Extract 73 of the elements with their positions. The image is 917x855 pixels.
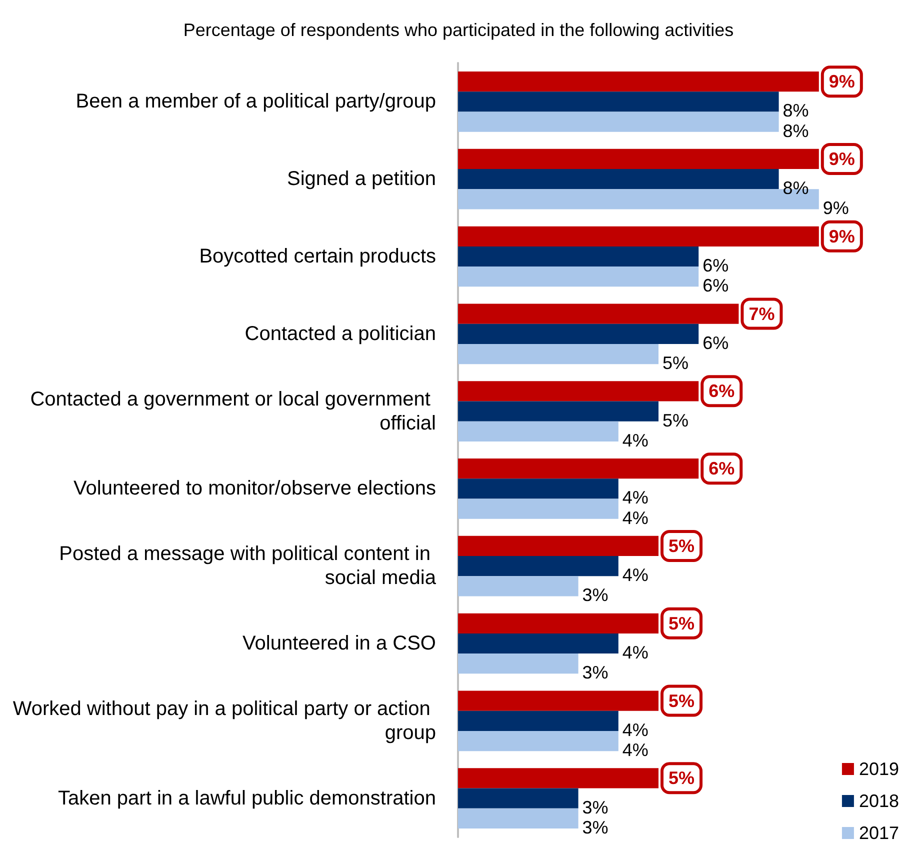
data-label: 4% — [622, 508, 648, 528]
bar — [458, 226, 819, 246]
data-label: 6% — [702, 256, 729, 276]
data-label: 3% — [582, 585, 608, 606]
data-label: 5% — [668, 536, 695, 556]
bar — [458, 654, 578, 674]
bar — [458, 613, 658, 634]
data-label: 9% — [828, 148, 855, 169]
bar — [458, 112, 779, 132]
bar — [458, 344, 658, 364]
legend-label: 2018 — [858, 791, 900, 811]
data-label: 5% — [662, 410, 689, 430]
y-tick-label: Taken part in a lawful public demonstration — [58, 787, 436, 810]
data-label: 3% — [582, 817, 608, 838]
data-label: 3% — [582, 797, 608, 818]
bar — [458, 690, 658, 711]
data-label: 4% — [622, 740, 648, 760]
data-label: 4% — [622, 720, 648, 740]
y-tick-label: Signed a petition — [286, 168, 436, 190]
y-tick-label: Volunteered in a CSO — [242, 632, 436, 654]
data-label: 4% — [622, 488, 648, 508]
data-label: 9% — [822, 198, 849, 218]
bar — [458, 536, 658, 556]
y-tick-label: Posted a message with political content in social media — [59, 543, 437, 590]
y-tick-label: Contacted a politician — [244, 322, 436, 345]
bar — [458, 808, 578, 828]
y-tick-label: Boycotted certain products — [199, 246, 436, 268]
y-tick-label: Contacted a government or local government official — [30, 388, 436, 434]
bar — [458, 730, 618, 752]
data-label: 6% — [702, 332, 729, 353]
data-label: 8% — [782, 120, 809, 141]
bar — [458, 304, 739, 324]
data-label: 9% — [828, 226, 855, 246]
bar — [458, 421, 618, 442]
bar — [458, 556, 618, 576]
bar — [458, 633, 618, 654]
data-label: 7% — [748, 304, 775, 324]
y-tick-label: Been a member of a political party/group — [76, 90, 436, 113]
bar — [458, 478, 618, 499]
data-label: 6% — [708, 381, 735, 402]
data-label: 3% — [582, 662, 608, 683]
bar — [458, 148, 819, 170]
bar — [458, 576, 578, 596]
bar — [458, 266, 699, 287]
data-label: 4% — [622, 565, 648, 586]
legend-label: 2019 — [858, 759, 900, 779]
bar — [458, 92, 779, 112]
bar — [458, 324, 699, 344]
data-label: 9% — [828, 72, 855, 92]
bar — [458, 788, 578, 808]
data-label: 6% — [708, 458, 735, 479]
data-label: 5% — [668, 768, 695, 788]
y-tick-label: Volunteered to monitor/observe elections — [74, 478, 436, 500]
data-label: 6% — [702, 276, 729, 296]
chart-title: Percentage of respondents who participated in the following activities — [183, 20, 734, 40]
bar — [458, 710, 618, 731]
data-label: 5% — [668, 690, 695, 711]
bar — [458, 381, 699, 402]
bar — [458, 72, 819, 92]
bar — [458, 498, 618, 519]
data-label: 5% — [662, 353, 689, 374]
data-label: 8% — [782, 100, 809, 121]
bar — [458, 169, 779, 190]
y-tick-label: Worked without pay in a political party or action group — [12, 698, 436, 744]
data-label: 4% — [622, 430, 648, 450]
bar — [458, 401, 658, 422]
legend-label: 2017 — [858, 823, 900, 843]
bar — [458, 246, 699, 267]
bar — [458, 768, 658, 788]
data-label: 8% — [782, 178, 809, 198]
data-label: 4% — [622, 642, 648, 662]
bar — [458, 458, 699, 479]
data-label: 5% — [668, 613, 695, 634]
